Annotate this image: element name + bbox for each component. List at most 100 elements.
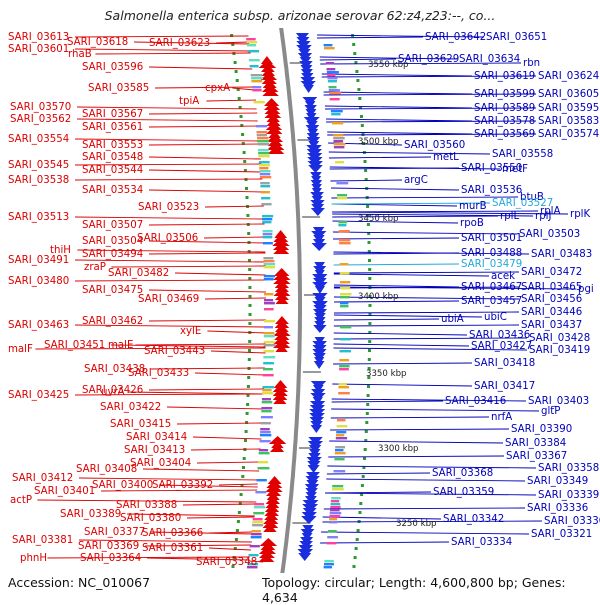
feature-block xyxy=(339,242,351,245)
feature-block xyxy=(330,506,341,509)
right-leader-line xyxy=(327,465,537,469)
ring-dot xyxy=(238,106,242,109)
left-leader-line xyxy=(186,516,255,519)
ring-dot xyxy=(358,97,362,100)
forward-gene-arrow xyxy=(273,242,290,250)
left-leader-line xyxy=(148,169,262,173)
feature-block xyxy=(263,356,276,359)
feature-block xyxy=(249,545,260,548)
forward-gene-arrow xyxy=(261,64,275,72)
right-leader-line xyxy=(333,251,530,255)
left-gene-label: SARI_03562 xyxy=(10,114,71,125)
right-leader-line xyxy=(333,318,440,321)
feature-block xyxy=(329,512,342,515)
ring-dot xyxy=(368,259,371,262)
feature-block xyxy=(252,86,262,89)
forward-gene-arrow xyxy=(268,130,281,138)
ring-dot xyxy=(368,340,372,343)
feature-block xyxy=(326,71,339,74)
right-gene-label: metF xyxy=(502,164,528,175)
left-gene-label: SARI_03482 xyxy=(108,268,169,279)
left-leader-line xyxy=(78,477,259,481)
left-gene-label: SARI_03433 xyxy=(128,368,189,379)
left-gene-label: SARI_03408 xyxy=(76,464,137,475)
feature-block xyxy=(252,521,264,524)
right-gene-label: SARI_03342 xyxy=(443,514,504,525)
right-leader-line xyxy=(333,337,528,340)
right-gene-label: SARI_03605 xyxy=(538,89,599,100)
forward-gene-arrow xyxy=(272,392,288,400)
reverse-gene-arrow xyxy=(313,361,325,369)
forward-gene-arrow xyxy=(266,114,280,122)
feature-block xyxy=(323,566,333,569)
feature-block xyxy=(249,65,259,68)
feature-block xyxy=(248,554,259,557)
ring-dot xyxy=(241,475,245,478)
left-gene-label: SARI_03361 xyxy=(142,543,203,554)
right-gene-label: SARI_03428 xyxy=(529,333,590,344)
feature-block xyxy=(253,506,266,509)
ring-dot xyxy=(243,160,247,163)
feature-block xyxy=(263,260,275,263)
right-gene-label: SARI_03334 xyxy=(451,537,512,548)
forward-gene-arrow xyxy=(273,246,290,254)
right-gene-label: SARI_03642 xyxy=(425,32,486,43)
feature-block xyxy=(263,257,274,260)
left-leader-line xyxy=(215,41,250,44)
feature-block xyxy=(254,503,265,506)
feature-block xyxy=(261,410,272,413)
feature-block xyxy=(263,341,275,344)
feature-block xyxy=(257,149,269,152)
right-gene-label: SARI_03419 xyxy=(529,345,590,356)
right-gene-label: SARI_03436 xyxy=(469,330,530,341)
feature-block xyxy=(258,161,270,164)
forward-gene-arrow xyxy=(262,80,277,88)
forward-gene-arrow xyxy=(274,284,289,292)
feature-block xyxy=(261,398,272,401)
forward-gene-arrow xyxy=(259,550,275,558)
left-gene-label: zraP xyxy=(84,262,106,273)
feature-block xyxy=(328,521,338,524)
feature-block xyxy=(339,239,351,242)
right-leader-line xyxy=(333,324,520,327)
right-leader-line xyxy=(333,362,473,365)
left-leader-line xyxy=(150,531,253,535)
left-gene-label: SARI_03601 xyxy=(8,44,69,55)
right-leader-line xyxy=(333,271,520,274)
ring-dot xyxy=(354,547,358,550)
ring-dot xyxy=(234,70,238,73)
left-gene-label: SARI_03366 xyxy=(142,528,203,539)
right-leader-line xyxy=(333,284,460,288)
feature-block xyxy=(262,236,273,239)
ring-dot xyxy=(367,376,371,379)
feature-block xyxy=(337,197,348,200)
left-leader-line xyxy=(135,343,266,346)
ring-dot xyxy=(245,187,248,190)
right-gene-label: SARI_03560 xyxy=(404,140,465,151)
left-gene-label: SARI_03414 xyxy=(126,432,187,443)
feature-block xyxy=(252,518,263,521)
right-gene-label: SARI_03651 xyxy=(486,32,547,43)
right-leader-line xyxy=(321,73,473,77)
ring-dot xyxy=(360,493,364,496)
forward-gene-arrow xyxy=(262,520,279,528)
feature-block xyxy=(261,401,273,404)
feature-block xyxy=(326,542,337,545)
right-leader-line xyxy=(330,428,510,431)
forward-gene-arrow xyxy=(261,76,277,84)
scale-label: 3450 kbp xyxy=(358,214,399,224)
scale-label: 3400 kbp xyxy=(358,292,399,302)
right-leader-line xyxy=(326,472,431,475)
feature-block xyxy=(248,59,260,62)
right-gene-label: rplL xyxy=(500,211,519,222)
right-gene-label: SARI_03417 xyxy=(474,381,535,392)
right-gene-label: SARI_03558 xyxy=(492,149,553,160)
left-gene-label: actP xyxy=(10,495,32,506)
right-gene-label: ubiA xyxy=(441,314,464,325)
feature-block xyxy=(335,437,348,440)
right-leader-line xyxy=(333,311,520,314)
forward-gene-arrow xyxy=(273,234,289,242)
reverse-gene-arrow xyxy=(303,85,314,93)
ring-dot xyxy=(248,286,252,289)
